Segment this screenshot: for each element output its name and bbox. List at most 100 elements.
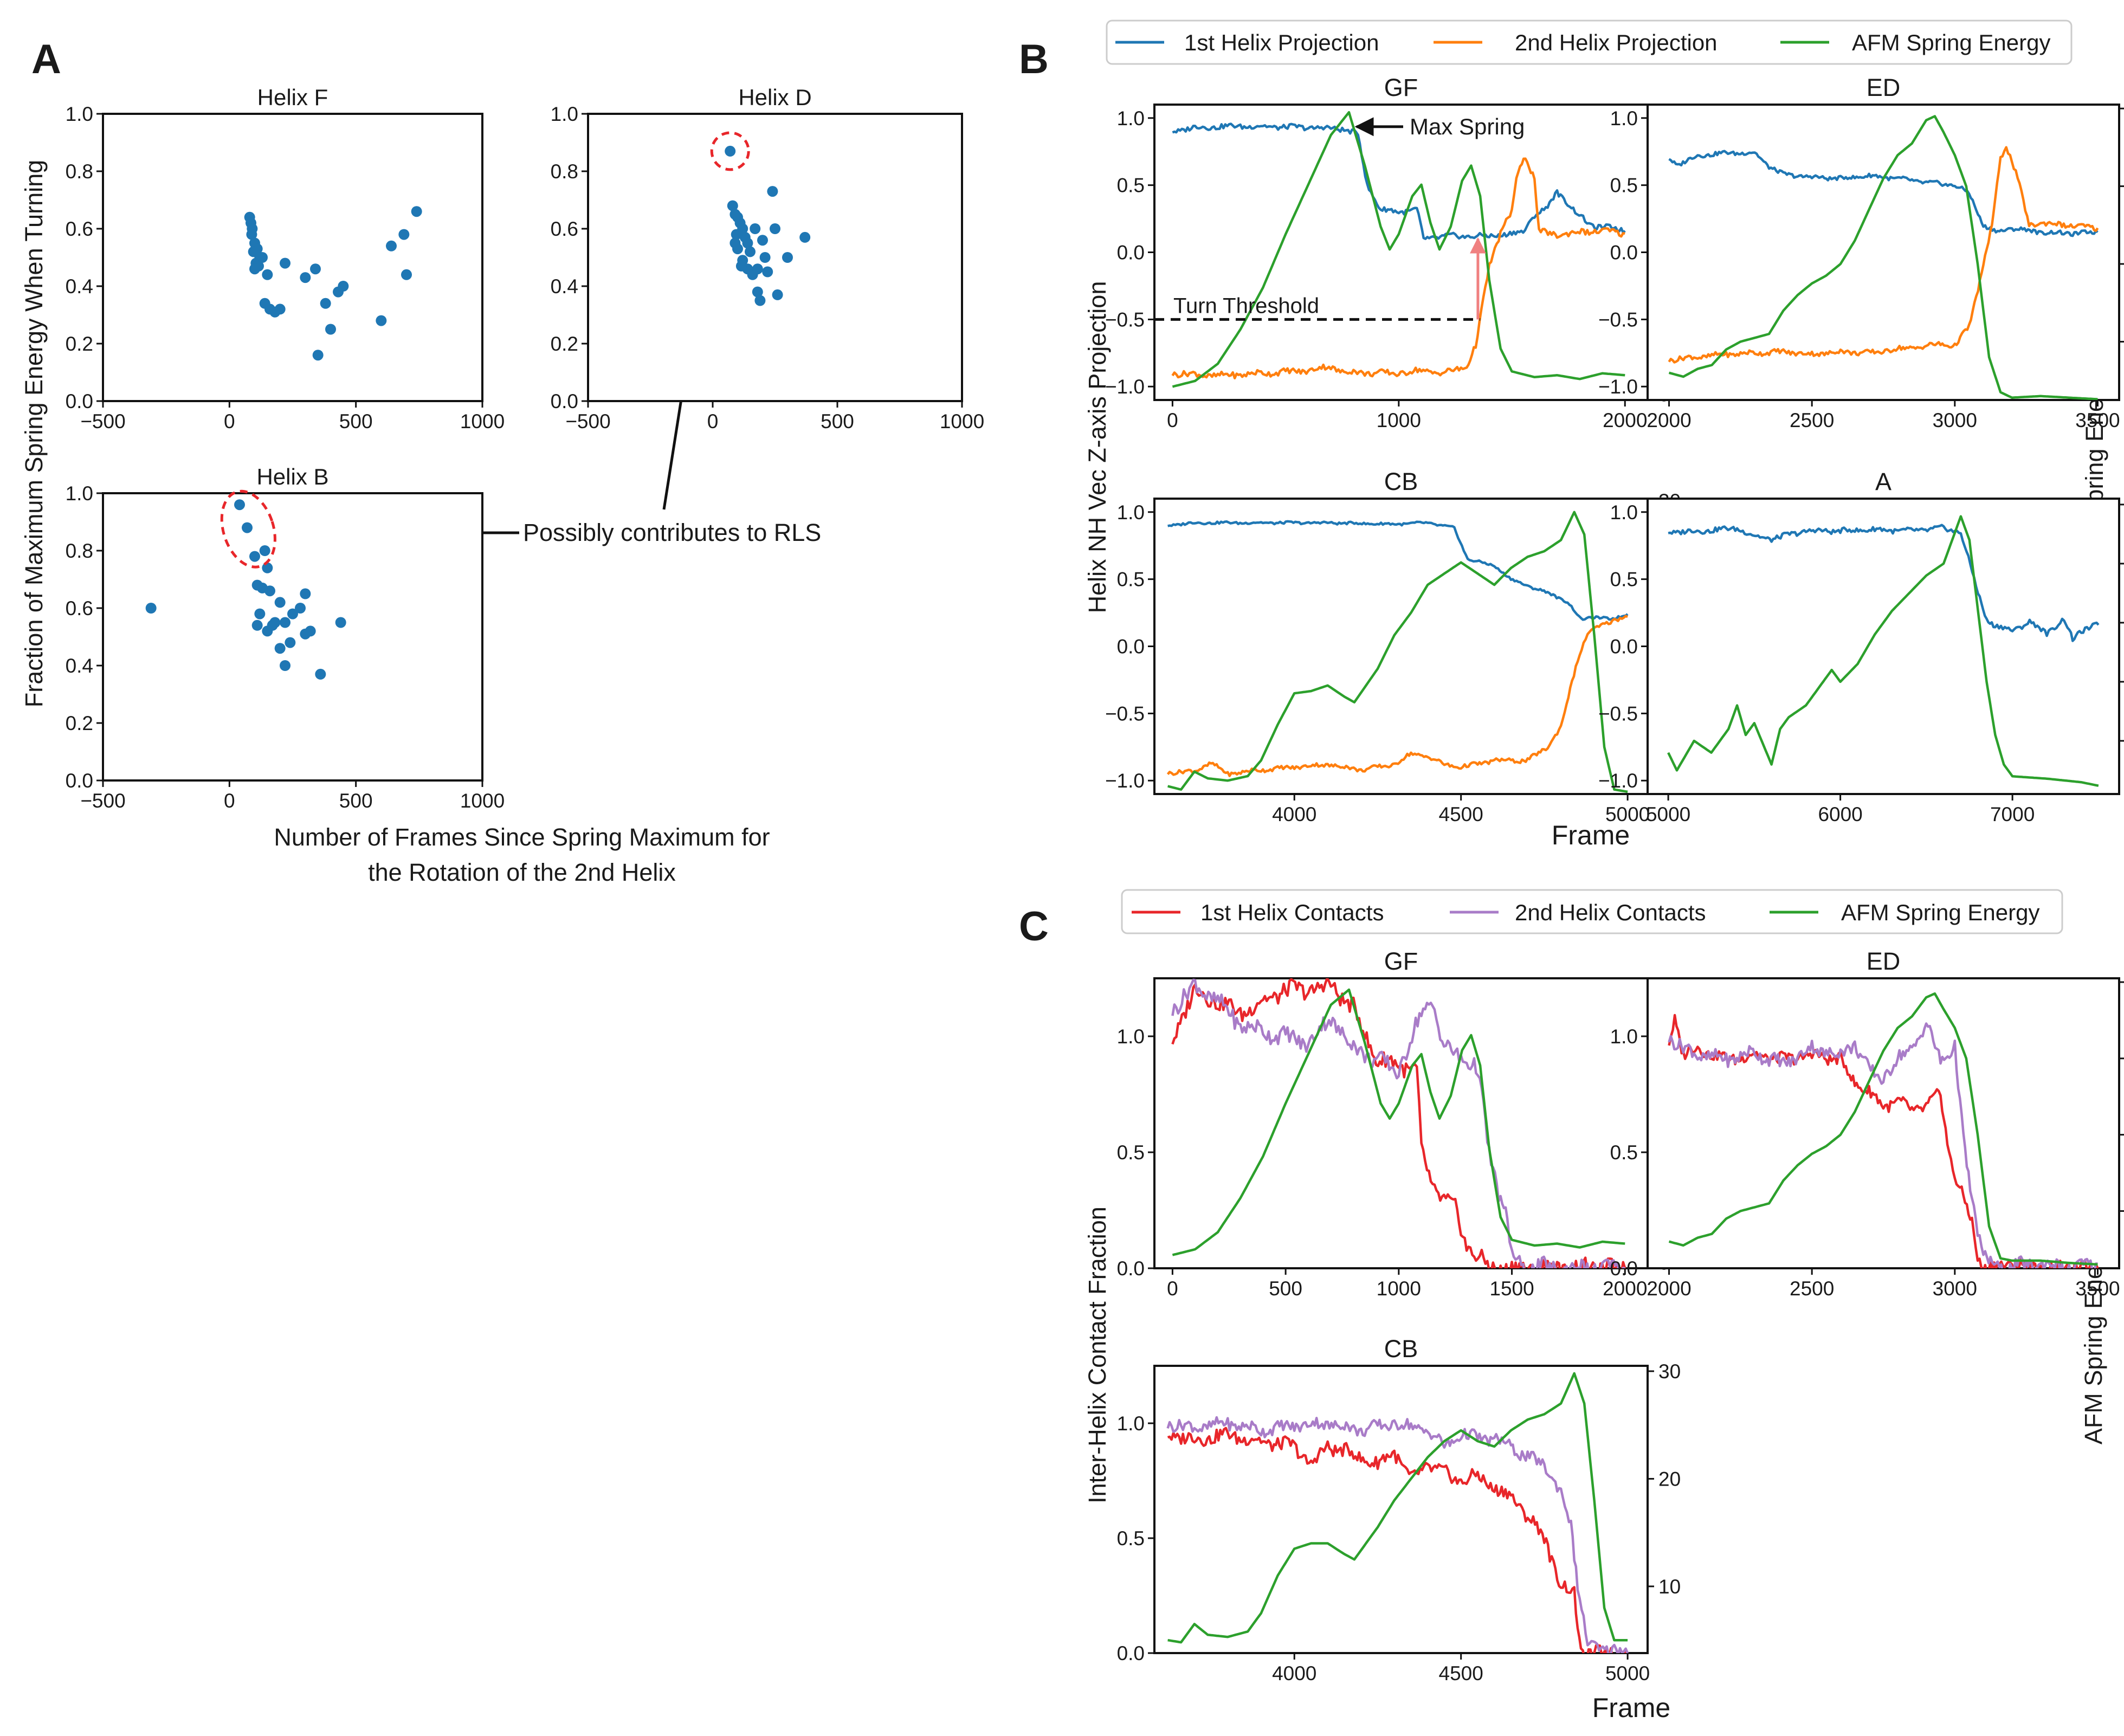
- a-b-scatter-point: [295, 603, 306, 614]
- b-gf-plot-frame: [1153, 104, 1649, 401]
- chart-c-cb: CB 4000 4500 5000 0.0 0.5 1.0 10 20 30: [1117, 1335, 1681, 1685]
- b-gf-title: GF: [1384, 74, 1418, 101]
- a-f-y-tick-label: 0.4: [66, 275, 93, 298]
- panel-a-x-label-line2: the Rotation of the 2nd Helix: [368, 859, 676, 886]
- legend-label-2nd-helix-projection: 2nd Helix Projection: [1515, 30, 1718, 55]
- c-ed-x-tick-label: 2500: [1790, 1277, 1834, 1300]
- a-d-title: Helix D: [738, 85, 811, 110]
- c-gf-x-tick-label: 1500: [1489, 1277, 1534, 1300]
- c-gf-x-tick-label: 2000: [1603, 1277, 1647, 1300]
- a-b-x-tick-label: −500: [80, 790, 125, 812]
- b-cb-y-tick-label: −1.0: [1105, 770, 1145, 792]
- c-ed-series-afm-spring-energy: [1668, 992, 2098, 1266]
- b-ed-y-tick-label: 0.0: [1610, 242, 1638, 264]
- c-gf-series-afm-spring-energy: [1172, 988, 1625, 1256]
- a-f-x-tick-label: 0: [224, 410, 235, 433]
- b-ed-y-tick-label: 0.5: [1610, 175, 1638, 197]
- b-a-y-tick-label: −1.0: [1598, 770, 1638, 792]
- a-d-scatter-point: [752, 286, 763, 298]
- a-d-scatter-point: [767, 186, 778, 197]
- a-d-scatter-point: [782, 252, 793, 263]
- panel-a-x-label-line1: Number of Frames Since Spring Maximum fo…: [274, 823, 770, 851]
- c-cb-title: CB: [1384, 1335, 1418, 1363]
- c-cb-y-tick-label: 0.0: [1117, 1642, 1145, 1664]
- a-b-scatter-point: [285, 637, 296, 648]
- b-a-x-tick-label: 5000: [1646, 803, 1690, 825]
- c-gf-x-tick-label: 500: [1269, 1277, 1302, 1300]
- max-spring-label: Max Spring: [1410, 114, 1525, 139]
- a-d-x-tick-label: 0: [707, 410, 719, 433]
- b-a-y-tick-label: 0.0: [1610, 636, 1638, 658]
- b-a-series-1st-helix-projection: [1668, 524, 2100, 642]
- c-cb-plot-area: [1166, 1372, 1629, 1653]
- b-ed-y-tick-label: 1.0: [1610, 107, 1638, 130]
- a-b-plot-frame: [102, 492, 483, 782]
- a-d-x-tick-label: 1000: [940, 410, 984, 433]
- a-b-scatter-point: [145, 603, 157, 614]
- b-a-y-tick-label: 0.5: [1610, 569, 1638, 591]
- b-ed-y-tick-label: −1.0: [1598, 376, 1638, 398]
- b-cb-series-2nd-helix-projection: [1166, 615, 1628, 777]
- c-cb-plot-frame: [1153, 1365, 1649, 1654]
- panel-letter-c: C: [1019, 904, 1049, 950]
- b-ed-y-tick-label: −0.5: [1598, 308, 1638, 331]
- a-f-y-tick-label: 0.8: [66, 160, 93, 183]
- chart-b-gf: GF010002000−1.0−0.50.00.51.00204060Turn …: [1105, 74, 1681, 431]
- b-a-y-tick-label: 1.0: [1610, 501, 1638, 524]
- b-a-x-tick-label: 6000: [1818, 803, 1862, 825]
- b-gf-x-tick-label: 0: [1167, 409, 1178, 431]
- a-b-scatter-point: [280, 617, 290, 628]
- a-b-scatter-point: [300, 588, 311, 599]
- a-f-scatter-point: [262, 269, 273, 280]
- a-d-y-tick-label: 1.0: [551, 103, 578, 125]
- a-f-scatter-point: [398, 229, 410, 240]
- a-d-plot-frame: [587, 113, 963, 402]
- a-b-scatter-point: [251, 619, 263, 631]
- b-ed-x-tick-label: 3000: [1933, 409, 1977, 431]
- c-ed-plot-area: [1668, 992, 2099, 1268]
- c-cb-x-tick-label: 5000: [1605, 1662, 1650, 1685]
- c-gf-x-tick-label: 0: [1167, 1277, 1178, 1300]
- a-b-scatter-point: [274, 643, 286, 654]
- a-b-y-tick-label: 0.2: [66, 712, 93, 734]
- a-d-x-tick-label: 500: [821, 410, 854, 433]
- a-d-scatter-point: [772, 289, 783, 300]
- c-gf-plot-area: [1171, 978, 1626, 1268]
- a-b-scatter-point: [315, 668, 326, 680]
- legend-label-afm-spring-energy-b: AFM Spring Energy: [1852, 30, 2050, 55]
- b-a-title: A: [1875, 468, 1891, 495]
- b-cb-y-tick-label: −0.5: [1105, 702, 1145, 725]
- c-gf-y-tick-label: 0.5: [1117, 1141, 1145, 1164]
- a-f-scatter-point: [246, 229, 257, 240]
- c-ed-plot-frame: [1647, 977, 2120, 1269]
- panel-b-legend: 1st Helix Projection 2nd Helix Projectio…: [1106, 20, 2073, 65]
- a-b-x-tick-label: 0: [224, 790, 235, 812]
- helix-d-outlier-highlight: [710, 131, 750, 171]
- b-gf-x-tick-label: 2000: [1603, 409, 1647, 431]
- a-b-scatter-point: [254, 608, 266, 619]
- b-gf-y-tick-label: 1.0: [1117, 107, 1145, 130]
- b-ed-x-tick-label: 3500: [2075, 409, 2120, 431]
- c-gf-y-tick-label: 0.0: [1117, 1257, 1145, 1280]
- b-cb-y-tick-label: 0.5: [1117, 569, 1145, 591]
- turn-threshold-label: Turn Threshold: [1173, 294, 1319, 318]
- c-ed-x-tick-label: 2000: [1647, 1277, 1691, 1300]
- c-gf-title: GF: [1384, 947, 1418, 975]
- b-ed-series-afm-spring-energy: [1668, 115, 2098, 400]
- a-f-scatter-point: [280, 257, 290, 269]
- a-b-scatter-point: [274, 597, 286, 608]
- c-cb-y-tick-label: 0.5: [1117, 1527, 1145, 1550]
- b-gf-y-tick-label: −1.0: [1105, 376, 1145, 398]
- b-cb-x-tick-label: 5000: [1605, 803, 1650, 825]
- a-d-scatter-point: [729, 237, 741, 249]
- panel-b-y-label-left: Helix NH Vec Z-axis Projection: [1083, 281, 1111, 614]
- a-d-y-tick-label: 0.8: [551, 160, 578, 183]
- b-gf-y-tick-label: 0.0: [1117, 242, 1145, 264]
- c-cb-x-tick-label: 4000: [1272, 1662, 1316, 1685]
- a-b-scatter-point: [287, 608, 298, 619]
- a-d-scatter-point: [754, 295, 766, 306]
- b-cb-series-1st-helix-projection: [1167, 520, 1629, 621]
- b-cb-y-tick-label: 0.0: [1117, 636, 1145, 658]
- c-gf-y-tick-label: 1.0: [1117, 1025, 1145, 1048]
